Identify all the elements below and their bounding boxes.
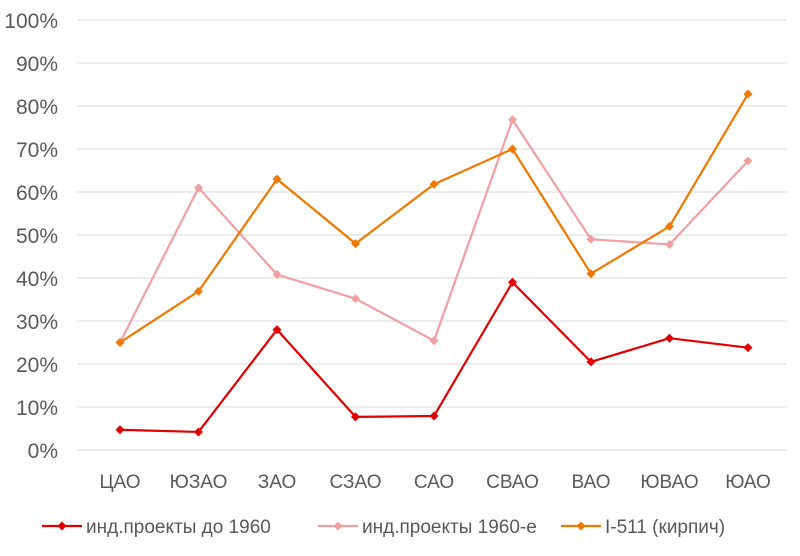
series-1	[115, 277, 753, 437]
data-point	[743, 89, 753, 99]
x-tick-label: ЮЗАО	[170, 472, 228, 493]
y-tick-label: 0%	[28, 440, 58, 463]
y-tick-label: 40%	[16, 268, 58, 291]
gridlines	[77, 19, 787, 451]
data-point	[743, 343, 753, 353]
data-point	[586, 234, 596, 244]
data-point	[351, 239, 360, 249]
data-point	[586, 269, 596, 279]
data-point	[194, 183, 203, 193]
y-tick-label: 70%	[16, 139, 58, 162]
legend-label: инд.проекты до 1960	[86, 517, 271, 538]
data-point	[194, 286, 203, 296]
legend-swatch-marker	[57, 521, 67, 531]
data-point	[665, 221, 674, 231]
series-line	[119, 281, 749, 434]
y-tick-label: 100%	[4, 10, 58, 33]
legend-label: инд.проекты 1960-е	[362, 517, 537, 538]
data-point	[665, 239, 674, 249]
x-tick-label: ЗАО	[258, 472, 297, 493]
legend-label: I-511 (кирпич)	[605, 517, 725, 538]
data-point	[115, 338, 125, 347]
series-2	[115, 115, 753, 347]
data-point	[351, 294, 360, 304]
series-line	[119, 93, 749, 344]
x-tick-label: ЦАО	[99, 472, 140, 493]
data-point	[351, 412, 360, 422]
x-axis-ticks: ЦАО ЮЗАО ЗАО СЗАО САО СВАО ВАО ЮВАО ЮАО	[99, 472, 770, 493]
data-point	[429, 179, 439, 189]
x-tick-label: СВАО	[486, 472, 539, 493]
y-tick-label: 90%	[16, 53, 58, 76]
data-point	[429, 336, 439, 346]
series-line	[119, 118, 749, 343]
x-tick-label: ВАО	[571, 472, 610, 493]
y-tick-label: 50%	[16, 225, 58, 248]
legend-item: инд.проекты до 1960	[42, 517, 271, 538]
data-point	[115, 425, 125, 435]
data-point	[508, 144, 517, 154]
data-point	[665, 333, 674, 343]
data-point	[429, 411, 439, 421]
data-point	[272, 325, 282, 335]
data-point	[272, 174, 282, 184]
y-axis-ticks: 0% 10% 20% 30% 40% 50% 60% 70% 80% 90% 100%	[4, 10, 58, 463]
y-tick-label: 20%	[16, 354, 58, 377]
data-point	[508, 277, 517, 287]
x-tick-label: САО	[414, 472, 454, 493]
y-tick-label: 30%	[16, 311, 58, 334]
x-tick-label: ЮВАО	[640, 472, 698, 493]
data-point	[272, 270, 282, 280]
legend: инд.проекты до 1960 инд.проекты 1960-е I-5…	[42, 517, 725, 538]
y-tick-label: 60%	[16, 182, 58, 205]
series	[115, 89, 753, 437]
data-point	[586, 357, 596, 367]
data-point	[508, 115, 517, 125]
legend-item: инд.проекты 1960-е	[318, 517, 537, 538]
legend-swatch-marker	[333, 521, 343, 531]
x-tick-label: ЮАО	[725, 472, 771, 493]
legend-swatch-marker	[576, 521, 586, 531]
y-tick-label: 80%	[16, 96, 58, 119]
legend-item: I-511 (кирпич)	[561, 517, 725, 538]
data-point	[194, 427, 203, 437]
x-tick-label: СЗАО	[329, 472, 381, 493]
data-point	[743, 156, 753, 166]
series-3	[115, 89, 753, 347]
y-tick-label: 10%	[16, 397, 58, 420]
